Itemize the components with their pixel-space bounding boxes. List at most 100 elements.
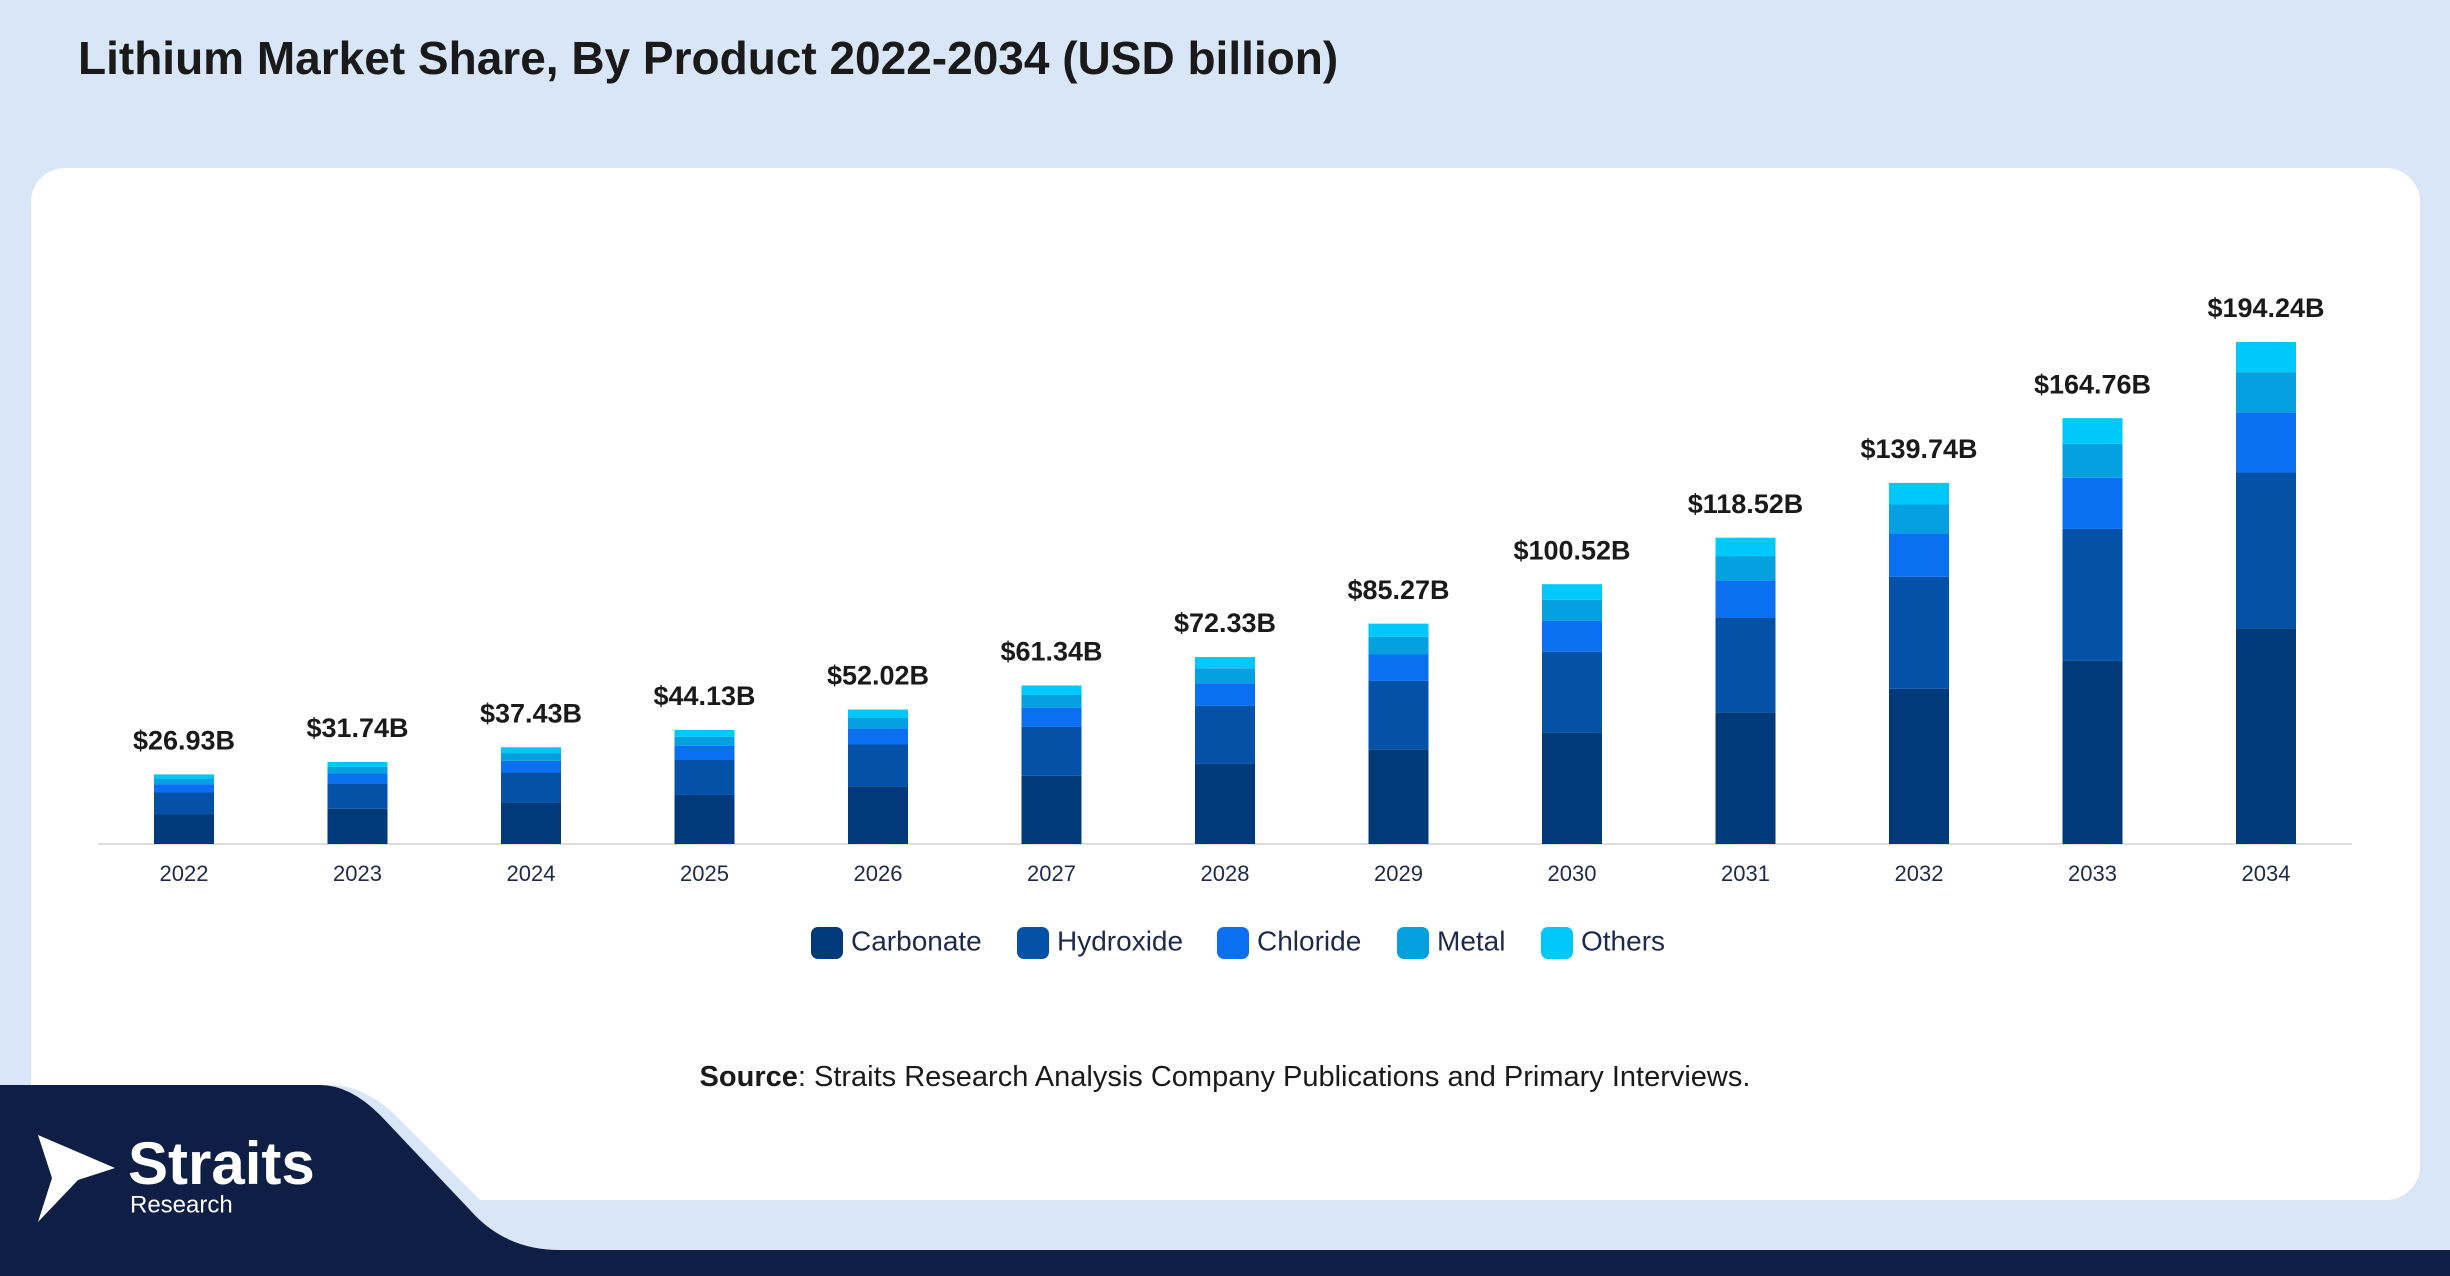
bar-segment <box>154 774 214 779</box>
legend-swatch <box>1017 927 1049 959</box>
bar-segment <box>1195 657 1255 669</box>
bar-segment <box>501 802 561 844</box>
total-label: $164.76B <box>2034 369 2151 399</box>
total-label: $26.93B <box>133 726 235 756</box>
bar-segment <box>1195 763 1255 844</box>
bar-segment <box>2236 628 2296 844</box>
legend-swatch <box>1217 927 1249 959</box>
bar-segment <box>501 772 561 803</box>
logo-sub: Research <box>130 1191 233 1218</box>
bar-segment <box>2062 443 2123 478</box>
bar-segment <box>1195 705 1255 764</box>
x-tick-label: 2028 <box>1201 861 1250 886</box>
bar-segment <box>1021 685 1082 695</box>
bar-segment <box>2062 418 2123 444</box>
bar-segment <box>2236 412 2296 473</box>
legend-swatch <box>1397 927 1429 959</box>
bar-segment <box>1715 580 1776 618</box>
bar-segment <box>1368 680 1429 750</box>
legend-label: Hydroxide <box>1057 925 1183 956</box>
bar-segment <box>501 747 561 754</box>
bar-segment <box>848 786 908 844</box>
bar-segment <box>327 761 388 767</box>
bar-segment <box>1368 636 1429 655</box>
bar-segment <box>327 773 388 784</box>
legend-label: Metal <box>1437 925 1505 956</box>
bar-segment <box>1889 533 1949 577</box>
legend-label: Chloride <box>1257 925 1361 956</box>
bar-segment <box>327 808 388 844</box>
source: Source: Straits Research Analysis Compan… <box>700 1061 1751 1093</box>
total-label: $139.74B <box>1860 434 1977 464</box>
bar-segment <box>848 709 908 718</box>
bar-segment <box>1195 668 1255 684</box>
x-tick-label: 2033 <box>2068 861 2117 886</box>
x-tick-label: 2023 <box>333 861 382 886</box>
bar-segment <box>1368 749 1429 844</box>
total-label: $31.74B <box>306 713 408 743</box>
total-label: $52.02B <box>827 661 929 691</box>
x-tick-label: 2032 <box>1895 861 1944 886</box>
x-tick-label: 2022 <box>160 861 209 886</box>
legend-label: Carbonate <box>851 925 982 956</box>
legend-swatch <box>1541 927 1573 959</box>
bar-segment <box>1715 617 1776 713</box>
legend-swatch <box>811 927 843 959</box>
bar-segment <box>1889 482 1949 505</box>
bar-segment <box>1542 620 1602 652</box>
bar-segment <box>154 784 214 793</box>
x-tick-label: 2031 <box>1721 861 1770 886</box>
bar-segment <box>1021 775 1082 844</box>
bar-segment <box>848 728 908 745</box>
source-label: Source <box>700 1061 798 1093</box>
bar-segment <box>1542 584 1602 600</box>
bar-segment <box>1715 537 1776 557</box>
bar-segment <box>848 717 908 729</box>
total-label: $100.52B <box>1513 535 1630 565</box>
bar-segment <box>2236 372 2296 413</box>
total-label: $85.27B <box>1347 575 1449 605</box>
bar-segment <box>1021 726 1082 776</box>
bar-segment <box>501 760 561 773</box>
x-tick-label: 2030 <box>1548 861 1597 886</box>
logo-mark <box>38 1135 115 1222</box>
bar-segment <box>1195 683 1255 706</box>
bar-segment <box>1542 651 1602 733</box>
x-tick-label: 2024 <box>507 861 556 886</box>
total-label: $72.33B <box>1174 608 1276 638</box>
total-label: $44.13B <box>653 681 755 711</box>
bar-segment <box>1542 599 1602 621</box>
bar-segment <box>1368 654 1429 681</box>
x-tick-label: 2026 <box>854 861 903 886</box>
bar-segment <box>848 744 908 787</box>
bar-segment <box>2236 342 2296 373</box>
source-text: : Straits Research Analysis Company Publ… <box>798 1061 1751 1093</box>
bar-segment <box>327 766 388 774</box>
bar-segment <box>674 759 735 795</box>
bar-segment <box>1889 504 1949 534</box>
bar-segment <box>1021 707 1082 727</box>
bar-segment <box>1542 732 1602 844</box>
total-label: $194.24B <box>2207 293 2324 323</box>
bar-segment <box>327 783 388 809</box>
bar-segment <box>2236 472 2296 629</box>
bar-segment <box>1715 556 1776 581</box>
bar-segment <box>154 778 214 785</box>
bar-segment <box>674 745 735 760</box>
bar-segment <box>154 792 214 815</box>
total-label: $118.52B <box>1688 489 1804 519</box>
legend-label: Others <box>1581 925 1665 956</box>
x-tick-label: 2034 <box>2242 861 2291 886</box>
bar-segment <box>1889 688 1949 844</box>
bar-segment <box>2062 660 2123 844</box>
bar-segment <box>154 814 214 844</box>
logo-band <box>0 1085 2450 1276</box>
bar-segment <box>2062 477 2123 529</box>
x-tick-label: 2025 <box>680 861 729 886</box>
bar-segment <box>674 729 735 737</box>
total-label: $61.34B <box>1000 637 1102 667</box>
bar-segment <box>501 753 561 761</box>
bar-segment <box>1889 576 1949 689</box>
bar-segment <box>1021 694 1082 708</box>
